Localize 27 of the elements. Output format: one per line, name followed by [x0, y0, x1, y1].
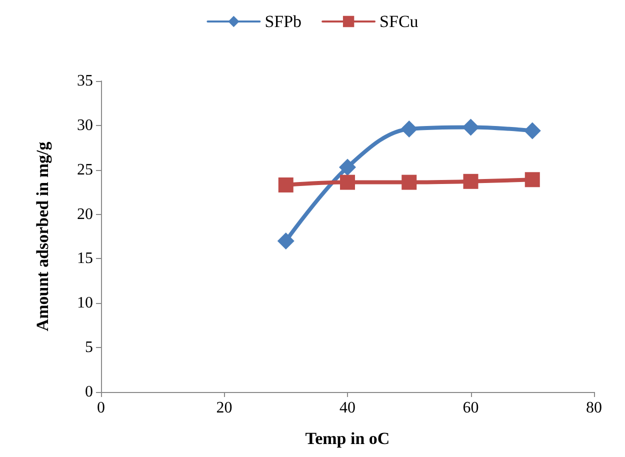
point	[524, 122, 541, 140]
point	[339, 158, 356, 176]
y-tick-label: 10	[77, 294, 93, 312]
point	[524, 172, 540, 188]
y-tick-label: 25	[77, 161, 93, 178]
legend-label: SFCu	[380, 12, 419, 31]
y-tick-label: 5	[85, 339, 93, 356]
point	[340, 174, 355, 190]
point	[402, 174, 417, 190]
y-tick-label: 0	[85, 384, 93, 400]
y-tick-label: 30	[77, 116, 93, 134]
x-tick-label: 80	[586, 400, 602, 416]
y-tick-label: 35	[77, 72, 93, 90]
x-tick-label: 60	[462, 400, 479, 416]
y-axis-title: Amount adsorbed in mg/g	[33, 141, 52, 332]
point	[277, 232, 294, 250]
x-tick-label: 40	[340, 400, 356, 416]
point	[278, 177, 294, 192]
y-tick-label: 20	[77, 206, 93, 223]
legend-label: SFPb	[264, 12, 302, 31]
point	[400, 120, 418, 138]
x-axis-title: Temp in oC	[305, 429, 390, 448]
point	[462, 118, 480, 136]
x-tick-label: 0	[97, 400, 105, 416]
y-tick-label: 15	[77, 250, 93, 268]
point	[463, 174, 478, 189]
x-tick-label: 20	[216, 400, 232, 416]
